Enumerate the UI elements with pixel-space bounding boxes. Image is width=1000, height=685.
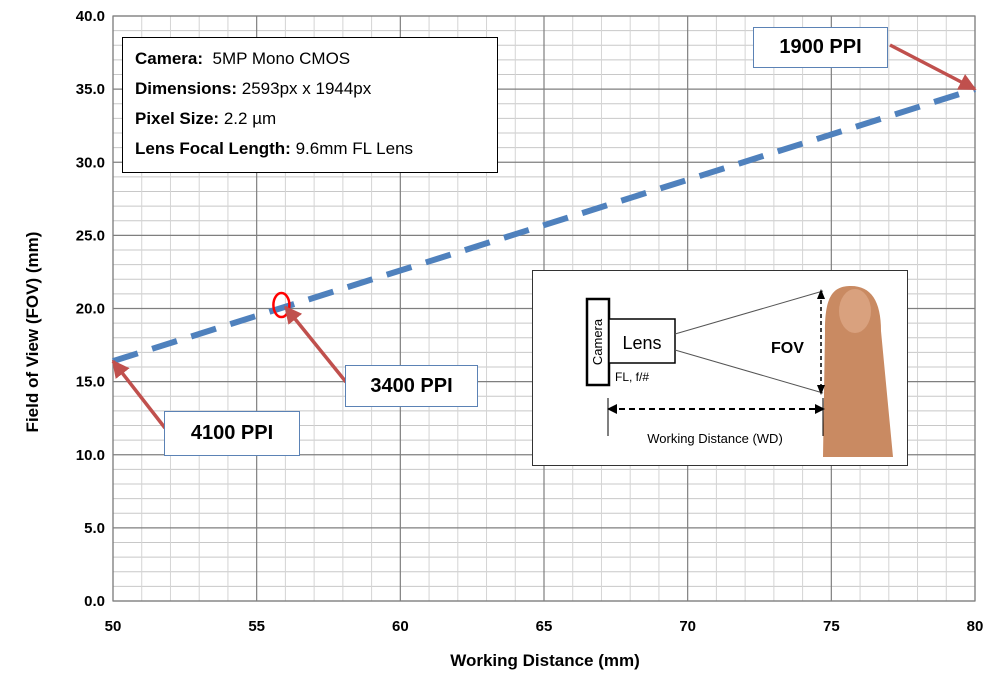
fov-cone-top [674, 290, 824, 335]
working-distance-label: Working Distance (WD) [647, 431, 783, 446]
x-tick-label: 65 [536, 618, 553, 635]
callout-3400-ppi: 3400 PPI [345, 365, 478, 407]
annotation-arrow [284, 305, 348, 384]
x-tick-label: 55 [248, 618, 265, 635]
x-tick-label: 70 [679, 618, 696, 635]
y-tick-label: 5.0 [84, 520, 105, 537]
fingernail [839, 289, 871, 333]
fov-arrow-up-icon [817, 289, 825, 299]
spec-pixel-label: Pixel Size: [135, 109, 220, 128]
spec-pixel-value: 2.2 µm [223, 109, 277, 128]
lens-label: Lens [622, 333, 661, 353]
y-tick-label: 25.0 [76, 227, 105, 244]
fov-label: FOV [771, 340, 804, 357]
spec-camera-label: Camera: [135, 49, 204, 68]
y-tick-label: 10.0 [76, 447, 105, 464]
setup-diagram-svg: Camera Lens FL, f/# FOV Working Distance… [585, 286, 893, 457]
spec-focal-length: Lens Focal Length: 9.6mm FL Lens [135, 134, 497, 164]
camera-label: Camera [590, 318, 605, 365]
lens-body [608, 318, 676, 364]
spec-dimensions: Dimensions: 2593px x 1944px [135, 74, 497, 104]
x-tick-label: 60 [392, 618, 409, 635]
spec-camera: Camera: 5MP Mono CMOS [135, 44, 497, 74]
spec-dimensions-label: Dimensions: [135, 79, 238, 98]
y-tick-label: 15.0 [76, 374, 105, 391]
x-tick-label: 75 [823, 618, 840, 635]
y-tick-labels: 0.0 5.0 10.0 15.0 20.0 25.0 30.0 35.0 40.0 [76, 8, 105, 610]
spec-pixel-size: Pixel Size: 2.2 µm [135, 104, 497, 134]
y-tick-label: 30.0 [76, 154, 105, 171]
spec-camera-value: 5MP Mono CMOS [212, 49, 351, 68]
spec-focal-value: 9.6mm FL Lens [295, 139, 414, 158]
x-axis-title: Working Distance (mm) [450, 651, 640, 670]
plot-area-border [112, 15, 976, 602]
setup-diagram: Camera Lens FL, f/# FOV Working Distance… [532, 270, 908, 466]
x-tick-label: 80 [967, 618, 984, 635]
spec-dimensions-value: 2593px x 1944px [241, 79, 372, 98]
wd-arrow-right-icon [815, 404, 825, 414]
fov-arrow-down-icon [817, 385, 825, 395]
finger-image [823, 286, 893, 457]
annotation-arrow [889, 43, 977, 91]
y-tick-label: 35.0 [76, 81, 105, 98]
wd-arrow-left-icon [607, 404, 617, 414]
ppi-marker-point [272, 291, 291, 319]
callout-1900-ppi: 1900 PPI [753, 27, 888, 68]
x-tick-label: 50 [105, 618, 122, 635]
y-tick-label: 20.0 [76, 301, 105, 318]
fov-cone-bottom [674, 349, 824, 394]
y-axis-title: Field of View (FOV) (mm) [23, 232, 42, 433]
series-layer [112, 86, 976, 365]
annotation-arrows [111, 43, 977, 430]
y-tick-label: 40.0 [76, 8, 105, 25]
x-tick-labels: 50 55 60 65 70 75 80 [105, 618, 984, 635]
callout-4100-ppi: 4100 PPI [164, 411, 300, 456]
lens-params-label: FL, f/# [615, 370, 649, 384]
annotation-arrow [111, 359, 167, 430]
camera-spec-box: Camera: 5MP Mono CMOS Dimensions: 2593px… [122, 37, 498, 173]
spec-focal-label: Lens Focal Length: [135, 139, 291, 158]
fov-series-line [112, 86, 976, 365]
y-tick-label: 0.0 [84, 593, 105, 610]
